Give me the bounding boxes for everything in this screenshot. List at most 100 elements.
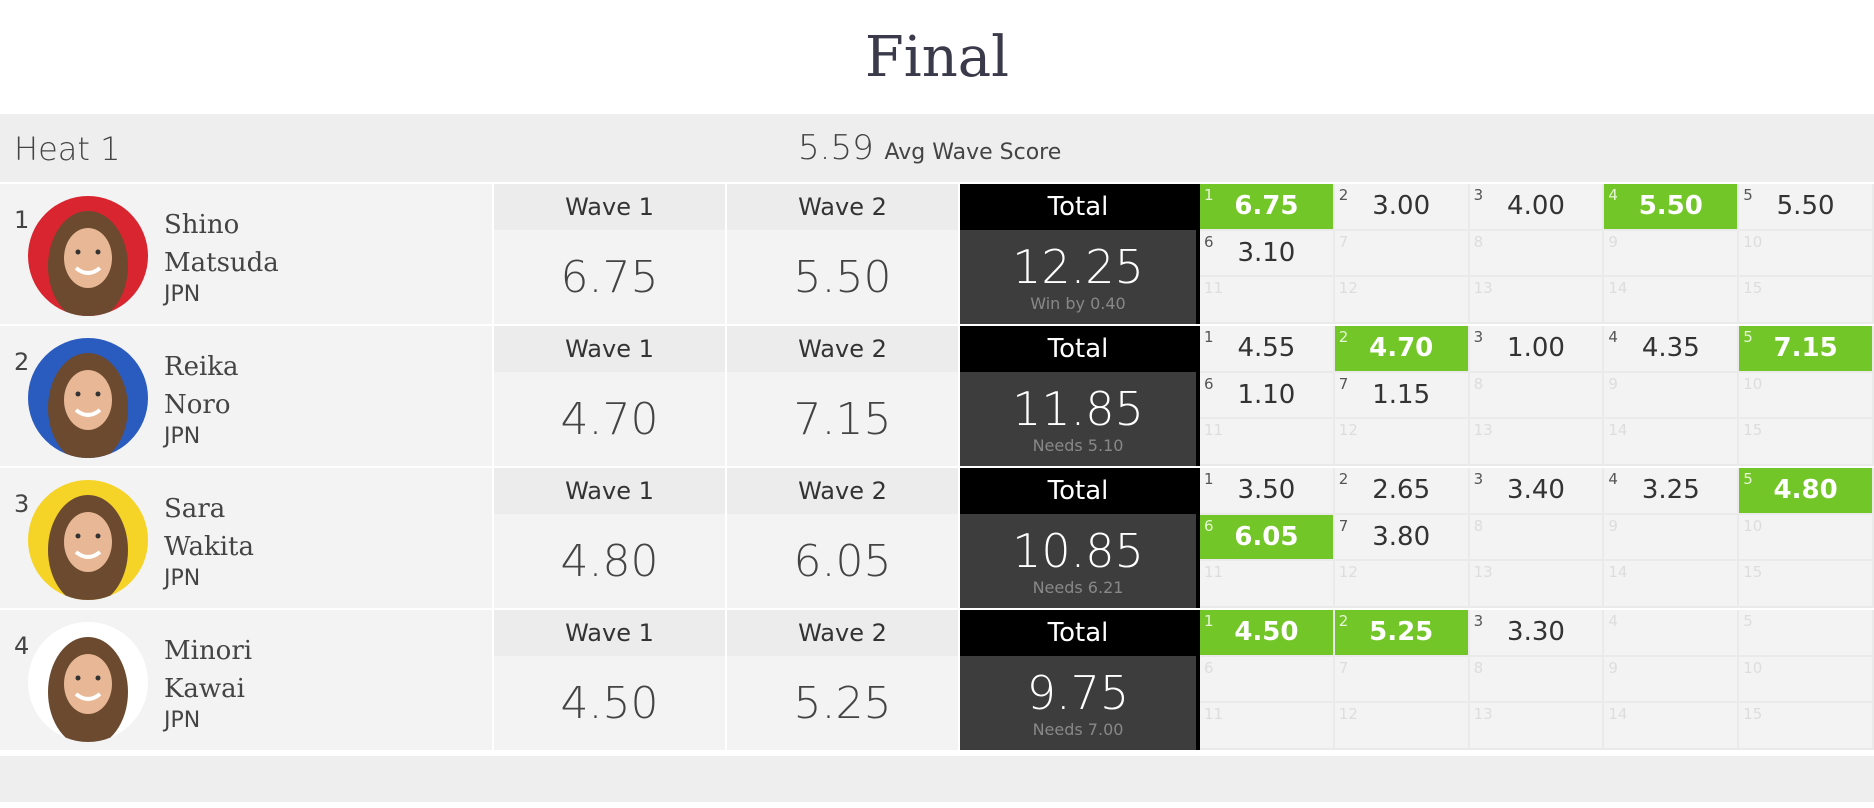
wave-score-cell[interactable]: 4 xyxy=(1604,610,1740,657)
wave-number: 1 xyxy=(1204,328,1214,346)
wave-number: 2 xyxy=(1338,470,1349,488)
wave-score-cell[interactable]: 1 6.75 xyxy=(1200,184,1335,231)
wave-number: 13 xyxy=(1473,279,1493,298)
wave-number: 10 xyxy=(1743,516,1763,535)
wave-score-cell[interactable]: 5 7.15 xyxy=(1739,326,1874,373)
wave-score-cell[interactable]: 7 xyxy=(1334,656,1470,704)
wave-score: 3.25 xyxy=(1641,475,1700,506)
wave-number: 10 xyxy=(1743,658,1763,677)
wave-score-cell[interactable]: 9 xyxy=(1604,514,1740,562)
wave-score-cell[interactable]: 6 1.10 xyxy=(1200,372,1335,420)
wave-number: 13 xyxy=(1473,705,1493,724)
wave-score-cell[interactable]: 3 4.00 xyxy=(1469,184,1605,231)
wave-score-cell[interactable]: 15 xyxy=(1739,277,1874,324)
wave2-score: 5.50 xyxy=(793,251,892,303)
athlete-info: 1 Shino Matsuda JPN xyxy=(0,184,492,324)
total-score: 11.85 xyxy=(1012,382,1144,436)
athlete-row[interactable]: 4 Minori Kawai JPN Wave 1 4.50 Wave 2 5.2… xyxy=(0,610,1874,752)
wave-score-cell[interactable]: 13 xyxy=(1469,561,1605,608)
wave-score-cell[interactable]: 1 3.50 xyxy=(1200,468,1335,515)
wave-number: 1 xyxy=(1204,186,1214,204)
wave-score-cell[interactable]: 3 3.30 xyxy=(1469,610,1605,657)
total-score: 12.25 xyxy=(1012,240,1144,294)
athlete-rank: 3 xyxy=(14,490,30,518)
wave-score-cell[interactable]: 9 xyxy=(1604,656,1740,704)
wave-score-cell[interactable]: 10 xyxy=(1739,656,1874,704)
athlete-name[interactable]: Minori Kawai xyxy=(164,636,253,704)
wave-score-cell[interactable]: 5 5.50 xyxy=(1739,184,1874,231)
wave-score-cell[interactable]: 2 4.70 xyxy=(1334,326,1470,373)
wave-score-cell[interactable]: 15 xyxy=(1739,419,1874,466)
wave-score-cell[interactable]: 10 xyxy=(1739,372,1874,420)
wave-score-cell[interactable]: 13 xyxy=(1469,277,1605,324)
wave-number: 2 xyxy=(1338,186,1349,204)
wave-score-cell[interactable]: 15 xyxy=(1739,703,1874,750)
wave-score-cell[interactable]: 10 xyxy=(1739,514,1874,562)
wave-score-cell[interactable]: 12 xyxy=(1334,561,1470,608)
wave-score-cell[interactable]: 10 xyxy=(1739,230,1874,278)
wave2-score: 7.15 xyxy=(793,393,892,445)
wave-score-cell[interactable]: 4 3.25 xyxy=(1604,468,1740,515)
wave-number: 12 xyxy=(1338,421,1358,440)
wave-score-cell[interactable]: 2 3.00 xyxy=(1334,184,1470,231)
wave-number: 14 xyxy=(1608,279,1628,298)
wave-score-cell[interactable]: 7 1.15 xyxy=(1334,372,1470,420)
wave-score-cell[interactable]: 8 xyxy=(1469,230,1605,278)
wave-score: 1.00 xyxy=(1507,333,1565,364)
athlete-avatar xyxy=(28,622,148,742)
athlete-name[interactable]: Shino Matsuda xyxy=(164,210,279,278)
athlete-row[interactable]: 3 Sara Wakita JPN Wave 1 4.80 Wave 2 6.05… xyxy=(0,468,1874,610)
wave-number: 6 xyxy=(1204,374,1214,393)
wave-number: 3 xyxy=(1473,186,1484,204)
wave-score-cell[interactable]: 2 2.65 xyxy=(1334,468,1470,515)
wave-score-cell[interactable]: 11 xyxy=(1200,561,1335,608)
wave-score-cell[interactable]: 7 xyxy=(1334,230,1470,278)
wave-number: 15 xyxy=(1743,279,1763,298)
wave-score-cell[interactable]: 4 4.35 xyxy=(1604,326,1740,373)
wave-score-cell[interactable]: 11 xyxy=(1200,277,1335,324)
wave-score-cell[interactable]: 9 xyxy=(1604,230,1740,278)
athlete-row[interactable]: 2 Reika Noro JPN Wave 1 4.70 Wave 2 7.15 … xyxy=(0,326,1874,468)
wave-score-cell[interactable]: 11 xyxy=(1200,419,1335,466)
wave-score-cell[interactable]: 13 xyxy=(1469,703,1605,750)
wave-score-cell[interactable]: 6 xyxy=(1200,656,1335,704)
wave-score-cell[interactable]: 12 xyxy=(1334,419,1470,466)
wave-score-cell[interactable]: 14 xyxy=(1604,703,1740,750)
wave-score-cell[interactable]: 15 xyxy=(1739,561,1874,608)
wave-score-cell[interactable]: 9 xyxy=(1604,372,1740,420)
athlete-info: 3 Sara Wakita JPN xyxy=(0,468,492,608)
wave-score-cell[interactable]: 12 xyxy=(1334,277,1470,324)
wave-score-cell[interactable]: 1 4.50 xyxy=(1200,610,1335,657)
status-text: Needs 6.21 xyxy=(1032,578,1124,597)
athlete-country: JPN xyxy=(164,566,201,591)
athlete-row[interactable]: 1 Shino Matsuda JPN Wave 1 6.75 Wave 2 5.… xyxy=(0,184,1874,326)
wave-score-cell[interactable]: 4 5.50 xyxy=(1604,184,1740,231)
wave-score-cell[interactable]: 13 xyxy=(1469,419,1605,466)
wave-score-cell[interactable]: 14 xyxy=(1604,419,1740,466)
wave2-label: Wave 2 xyxy=(727,326,958,372)
wave-score-cell[interactable]: 1 4.55 xyxy=(1200,326,1335,373)
wave-score-cell[interactable]: 11 xyxy=(1200,703,1335,750)
wave-number: 9 xyxy=(1608,374,1618,393)
wave-score-cell[interactable]: 6 3.10 xyxy=(1200,230,1335,278)
wave-number: 3 xyxy=(1473,470,1484,488)
wave-score-cell[interactable]: 5 xyxy=(1739,610,1874,657)
wave-score-cell[interactable]: 12 xyxy=(1334,703,1470,750)
wave-score-cell[interactable]: 8 xyxy=(1469,656,1605,704)
wave-score-cell[interactable]: 6 6.05 xyxy=(1200,514,1335,562)
wave-score-cell[interactable]: 8 xyxy=(1469,514,1605,562)
wave-score-cell[interactable]: 3 3.40 xyxy=(1469,468,1605,515)
wave1-score: 4.70 xyxy=(560,393,659,445)
athlete-name[interactable]: Sara Wakita xyxy=(164,494,254,562)
wave-score-cell[interactable]: 5 4.80 xyxy=(1739,468,1874,515)
wave-score-cell[interactable]: 14 xyxy=(1604,277,1740,324)
wave-score-cell[interactable]: 8 xyxy=(1469,372,1605,420)
wave-number: 5 xyxy=(1743,186,1753,204)
wave-score-cell[interactable]: 14 xyxy=(1604,561,1740,608)
athlete-name[interactable]: Reika Noro xyxy=(164,352,239,420)
wave-number: 9 xyxy=(1608,232,1618,251)
wave-score: 5.50 xyxy=(1776,191,1835,222)
wave-score-cell[interactable]: 7 3.80 xyxy=(1334,514,1470,562)
wave-score-cell[interactable]: 2 5.25 xyxy=(1334,610,1470,657)
wave-score-cell[interactable]: 3 1.00 xyxy=(1469,326,1605,373)
